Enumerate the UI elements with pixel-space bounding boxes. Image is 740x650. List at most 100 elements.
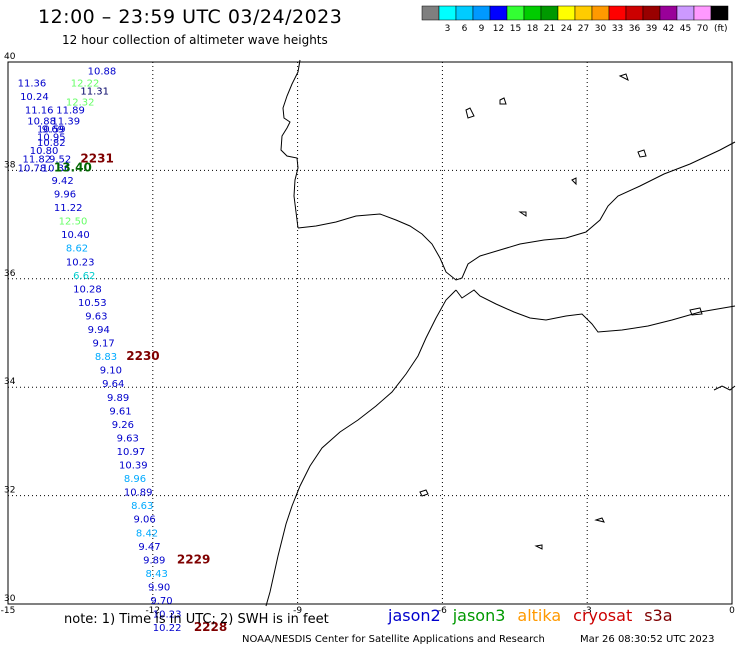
scale-label: 70 (697, 24, 709, 34)
wave-height-value: 10.80 (30, 146, 59, 157)
legend-item-altika: altika (517, 606, 562, 625)
scale-swatch (421, 5, 440, 21)
scale-label: 45 (680, 24, 691, 34)
generated-timestamp: Mar 26 08:30:52 UTC 2023 (580, 634, 715, 645)
wave-height-value: 9.89 (107, 393, 129, 404)
axis-ticks: -15 -12 -9 -6 -3 0 40 38 36 34 32 30 (1, 52, 735, 616)
island-small-5 (637, 149, 647, 158)
lat-tick-label: 32 (4, 486, 15, 496)
scale-label: 6 (462, 24, 468, 34)
wave-height-value: 10.36 (42, 163, 71, 174)
scale-swatch (506, 5, 525, 21)
wave-height-value: 11.22 (54, 203, 83, 214)
scale-swatch (625, 5, 644, 21)
lat-tick-label: 36 (4, 269, 16, 279)
wave-height-value: 9.64 (102, 379, 124, 390)
pass-time-label: 2228 (194, 620, 227, 634)
wave-height-value: 9.70 (150, 596, 172, 607)
wave-height-value: 9.61 (109, 406, 131, 417)
wave-height-value: 10.88 (88, 66, 117, 77)
scale-label: 9 (479, 24, 485, 34)
scale-swatch (642, 5, 661, 21)
scale-label: 33 (612, 24, 623, 34)
map-border (7, 61, 733, 605)
legend-item-cryosat: cryosat (573, 606, 633, 625)
wave-height-value: 9.10 (100, 366, 122, 377)
satellite-legend: jason2 jason3 altika cryosat s3a (388, 606, 685, 625)
legend-item-jason2: jason2 (388, 606, 441, 625)
scale-label: 12 (493, 24, 504, 34)
wave-height-value: 10.78 (18, 163, 47, 174)
wave-height-value: 11.89 (56, 105, 85, 116)
coastline-portugal (280, 59, 301, 229)
scale-swatch (438, 5, 457, 21)
wave-height-value: 10.97 (117, 447, 146, 458)
island-small-6 (571, 177, 577, 186)
wave-height-value: 10.40 (61, 230, 90, 241)
lon-tick-label: -9 (293, 606, 302, 616)
wave-height-value: 9.42 (51, 176, 73, 187)
scale-label: 3 (445, 24, 451, 34)
scale-label: 30 (595, 24, 607, 34)
map-subtitle: 12 hour collection of altimeter wave hei… (62, 33, 328, 47)
scale-units: (ft) (714, 24, 728, 34)
wave-height-value: 12.22 (71, 78, 100, 89)
wave-height-value: 8.42 (136, 528, 158, 539)
scale-swatch (472, 5, 491, 21)
wave-height-value: 10.95 (37, 133, 66, 144)
scale-swatch (676, 5, 695, 21)
credit-text: NOAA/NESDIS Center for Satellite Applica… (242, 634, 545, 645)
scale-swatch (455, 5, 474, 21)
wave-height-value: 10.39 (119, 461, 148, 472)
island-canary-2 (534, 544, 543, 550)
legend-item-jason3: jason3 (452, 606, 506, 625)
lon-tick-label: -6 (438, 606, 447, 616)
wave-height-value: 9.90 (148, 582, 170, 593)
island-balearic-1 (689, 307, 703, 316)
island-small-3 (618, 73, 629, 81)
wave-height-value: 6.62 (73, 271, 95, 282)
wave-height-value: 10.24 (20, 92, 49, 103)
wave-height-value: 9.94 (88, 325, 110, 336)
scale-label: 27 (578, 24, 589, 34)
wave-height-value: 12.50 (59, 217, 88, 228)
lon-tick-label: -12 (145, 606, 160, 616)
island-canary-1 (594, 517, 605, 523)
island-small-2 (465, 107, 475, 119)
wave-height-value: 11.39 (51, 116, 80, 127)
legend-item-s3a: s3a (644, 606, 673, 625)
lon-tick-label: -15 (1, 606, 16, 616)
graticule (7, 61, 733, 605)
wave-height-value: 9.26 (112, 420, 134, 431)
island-small-4 (518, 211, 527, 217)
scale-swatch (489, 5, 508, 21)
wave-height-value: 10.88 (27, 116, 56, 127)
wave-height-value: 9.47 (138, 542, 160, 553)
island-madeira (419, 489, 429, 497)
scale-swatch (574, 5, 593, 21)
scale-label: 39 (646, 24, 658, 34)
scale-label: 36 (629, 24, 641, 34)
wave-height-value: 8.63 (131, 501, 153, 512)
wave-height-value: 9.52 (49, 154, 71, 165)
wave-height-value: 9.63 (85, 311, 107, 322)
scale-swatch (608, 5, 627, 21)
scale-swatch (523, 5, 542, 21)
pass-time-label: 2230 (126, 349, 159, 363)
wave-height-value: 9.69 (42, 124, 64, 135)
lat-tick-label: 38 (4, 160, 16, 170)
scale-swatch (659, 5, 678, 21)
map-title: 12:00 – 23:59 UTC 03/24/2023 (38, 6, 343, 28)
wave-height-value: 9.17 (92, 339, 114, 350)
coastline-africa (455, 289, 736, 333)
wave-height-value: 9.06 (133, 515, 155, 526)
wave-height-value: 8.62 (66, 244, 88, 255)
scale-swatch (557, 5, 576, 21)
map-frame (7, 61, 733, 605)
wave-height-value: 10.82 (37, 138, 66, 149)
note-text: note: 1) Time is in UTC; 2) SWH is in fe… (64, 612, 329, 627)
coastline (265, 59, 736, 607)
scale-label: 18 (527, 24, 539, 34)
wave-height-value: 11.36 (18, 78, 47, 89)
wave-height-value: 11.31 (80, 87, 109, 98)
